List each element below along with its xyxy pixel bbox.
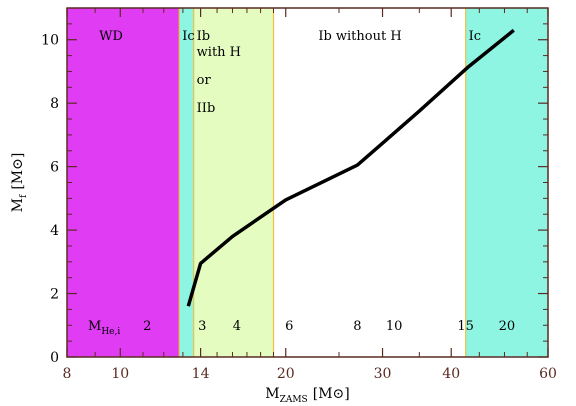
region-band [67,8,180,357]
region-label: with H [197,45,241,60]
y-tick-label: 2 [50,287,59,303]
x-axis-title-sub: ZAMS [280,395,308,405]
x-axis-ticks: 8 10 14 20 30 40 60 [63,8,557,382]
x-tick-label: 14 [192,366,210,382]
y-axis-title: Mf [M⊙] [10,153,29,213]
region-label: IIb [197,101,216,116]
y-tick-label: 10 [41,33,59,49]
region-label: Ib without H [318,29,401,44]
helium-core-mass-value: 15 [457,319,474,334]
x-axis-title-main: M [265,386,279,402]
helium-core-mass-labels: MHe,i 2 3 4 6 8 10 15 20 [88,319,515,337]
helium-core-mass-value: 20 [499,319,516,334]
y-axis-title-unit: [M⊙] [10,153,26,190]
y-tick-label: 8 [50,96,59,112]
helium-core-mass-value: 3 [198,319,206,334]
x-tick-label: 10 [111,366,129,382]
series-line [186,28,515,307]
helium-core-mass-axis-label: MHe,i [88,319,120,337]
helium-core-mass-value: 6 [285,319,293,334]
region-band [465,8,548,357]
helium-core-mass-value: 8 [353,319,361,334]
region-band [273,8,466,357]
x-tick-label: 30 [374,366,392,382]
region-bands [67,8,548,357]
region-label: Ib [197,29,210,44]
x-axis-title-unit: [M⊙] [313,386,350,402]
region-label: Ic [469,29,481,44]
region-band [193,8,274,357]
region-label: Ic [182,29,194,44]
x-axis-title: MZAMS [M⊙] [265,386,349,405]
helium-core-mass-value: 10 [386,319,403,334]
series-group [186,28,515,307]
x-tick-label: 8 [63,366,72,382]
helium-core-mass-value: 2 [143,319,151,334]
y-tick-label: 4 [50,223,59,239]
y-axis-title-main: M [10,198,26,212]
x-tick-label: 40 [442,366,460,382]
y-tick-label: 0 [50,350,59,366]
region-label: WD [99,29,123,44]
y-tick-label: 6 [50,160,59,176]
helium-core-mass-value: 4 [233,319,241,334]
region-label: or [197,73,212,88]
region-band [179,8,194,357]
y-axis-title-sub: f [19,194,29,198]
x-tick-label: 60 [539,366,557,382]
y-axis-ticks: 0 2 4 6 8 10 [41,23,548,366]
x-tick-label: 20 [277,366,295,382]
